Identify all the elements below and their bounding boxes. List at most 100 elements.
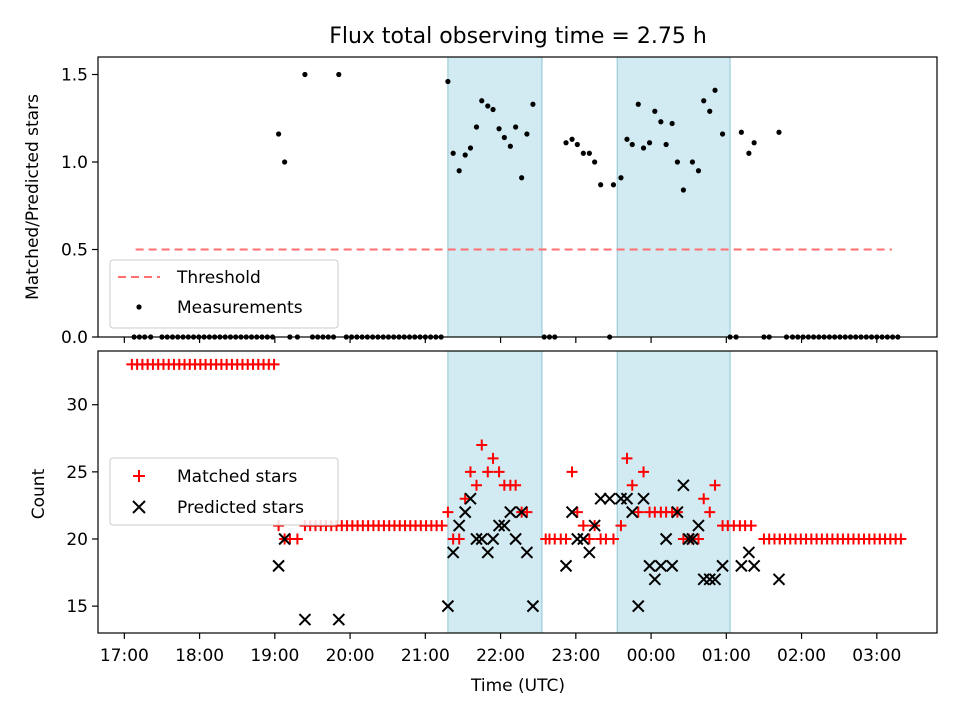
xtick-label: 02:00 xyxy=(777,646,826,666)
measurement-point xyxy=(462,152,468,158)
x-axis-label: Time (UTC) xyxy=(470,676,565,696)
ratio-observing-band-1 xyxy=(447,56,543,338)
predicted-star-marker xyxy=(686,532,699,546)
count-ytick-label: 25 xyxy=(66,463,88,483)
predicted-star-marker xyxy=(682,532,695,546)
matched-star-marker xyxy=(487,452,499,464)
ratio-ytick-label: 1.0 xyxy=(61,153,88,173)
xtick-label: 18:00 xyxy=(175,646,224,666)
predicted-star-marker xyxy=(332,613,345,626)
xtick-label: 22:00 xyxy=(476,646,525,666)
matched-star-marker xyxy=(442,506,454,518)
measurement-point xyxy=(336,71,342,78)
matched-star-marker xyxy=(709,479,721,491)
matched-star-marker xyxy=(436,520,448,532)
predicted-star-marker xyxy=(475,532,488,546)
measurement-point xyxy=(624,136,630,142)
matched-star-marker xyxy=(453,533,465,545)
matched-star-marker xyxy=(615,520,627,532)
matched-star-marker xyxy=(268,358,280,370)
matched-star-marker xyxy=(607,533,619,545)
xtick-label: 00:00 xyxy=(627,646,676,666)
measurement-point xyxy=(610,182,617,188)
measurement-point xyxy=(586,150,592,156)
matched-star-marker xyxy=(464,466,476,478)
measurement-point xyxy=(507,143,513,149)
matched-star-marker xyxy=(291,533,303,545)
predicted-star-marker xyxy=(671,505,684,519)
predicted-star-marker xyxy=(583,546,596,559)
measurement-point xyxy=(282,159,288,165)
legend-predicted-swatch xyxy=(132,500,146,514)
measurement-point xyxy=(574,141,580,148)
matched-star-marker xyxy=(493,466,505,478)
predicted-star-marker xyxy=(452,519,466,532)
count-legend: Matched stars Predicted stars xyxy=(109,457,339,526)
measurement-point xyxy=(524,131,530,137)
ratio-ytick-label: 0.5 xyxy=(61,241,88,261)
predicted-star-marker xyxy=(577,532,590,546)
ratio-ytick-label: 1.5 xyxy=(61,66,88,86)
measurement-point xyxy=(674,159,680,165)
predicted-star-marker xyxy=(486,532,500,546)
measurement-point xyxy=(445,78,451,85)
matched-star-marker xyxy=(476,439,488,451)
predicted-star-marker xyxy=(298,613,312,626)
predicted-star-marker xyxy=(515,505,528,519)
predicted-star-marker xyxy=(446,546,460,559)
predicted-star-marker xyxy=(747,559,761,573)
measurement-point xyxy=(776,129,782,135)
measurement-point xyxy=(618,175,624,181)
xtick-label: 20:00 xyxy=(326,646,375,666)
measurement-point xyxy=(707,108,713,114)
count-plot-frame xyxy=(97,350,938,634)
xtick-label: 23:00 xyxy=(551,646,600,666)
predicted-star-marker xyxy=(654,559,668,573)
predicted-star-marker xyxy=(735,559,748,573)
matched-star-marker xyxy=(698,493,710,505)
count-ytick-label: 15 xyxy=(66,597,88,617)
predicted-star-marker xyxy=(742,546,756,559)
legend-matched-swatch xyxy=(133,470,145,482)
matched-star-marker xyxy=(632,506,644,518)
measurement-point xyxy=(646,140,653,146)
matched-star-marker xyxy=(470,479,482,491)
predicted-star-marker xyxy=(665,559,679,573)
measurement-point xyxy=(640,145,647,151)
predicted-star-marker xyxy=(716,559,729,573)
predicted-star-marker xyxy=(708,573,722,586)
matched-star-marker xyxy=(577,520,589,532)
ratio-legend: Threshold Measurements xyxy=(109,259,339,329)
ratio-plot-frame xyxy=(97,56,938,338)
measurement-point xyxy=(598,182,604,188)
count-ytick-label: 20 xyxy=(66,530,88,550)
count-panel: 15 20 25 30 17:00 18:00 19:00 20:00 21:00 22:00 2… xyxy=(29,350,938,696)
predicted-star-marker xyxy=(526,599,540,613)
xtick-label: 01:00 xyxy=(702,646,751,666)
matched-star-marker xyxy=(626,479,638,491)
measurement-point xyxy=(719,131,726,137)
predicted-star-marker xyxy=(464,492,477,505)
predicted-star-marker xyxy=(571,532,584,546)
count-ytick-label: 30 xyxy=(66,396,88,416)
predicted-star-marker xyxy=(559,559,573,573)
legend-measurements-swatch xyxy=(136,304,142,310)
predicted-star-marker xyxy=(520,546,534,559)
predicted-star-marker xyxy=(481,546,494,559)
matched-star-marker xyxy=(583,533,595,545)
matched-star-marker xyxy=(704,506,716,518)
measurement-point xyxy=(467,145,474,151)
predicted-star-marker xyxy=(772,573,786,586)
xtick-label: 21:00 xyxy=(401,646,450,666)
predicted-star-marker xyxy=(637,492,650,505)
matched-star-marker xyxy=(459,493,471,505)
measurement-point xyxy=(490,106,496,113)
matched-star-marker xyxy=(692,533,704,545)
legend-matched-label: Matched stars xyxy=(177,467,297,487)
xtick-label: 17:00 xyxy=(100,646,149,666)
measurement-point xyxy=(635,101,641,107)
predicted-star-marker xyxy=(603,492,616,505)
xtick-label: 03:00 xyxy=(852,646,901,666)
legend-threshold-label: Threshold xyxy=(176,268,261,288)
matched-star-marker xyxy=(621,452,633,464)
